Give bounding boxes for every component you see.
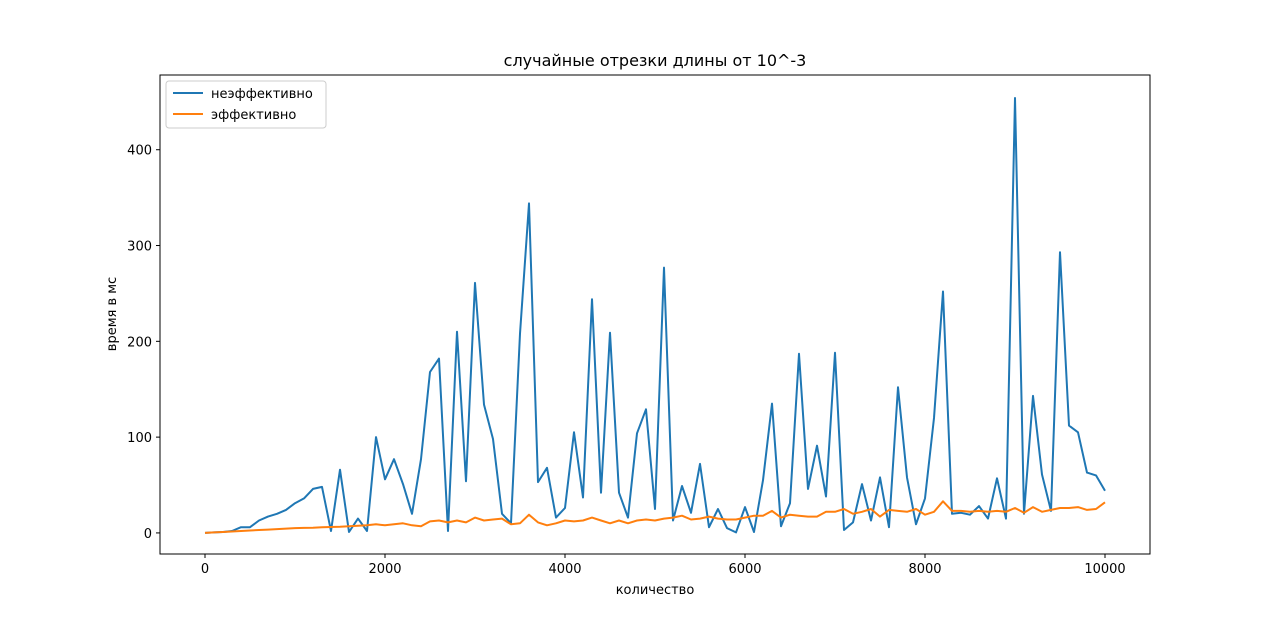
legend-label-inefficient: неэффективно: [211, 87, 313, 102]
y-axis: 0 100 200 300 400: [127, 144, 160, 542]
plot-area: [204, 97, 1106, 534]
series-line-efficient: [204, 500, 1106, 534]
x-axis: 0 2000 4000 6000 8000 10000: [201, 554, 1126, 577]
y-axis-label: время в мс: [105, 277, 120, 351]
y-tick-label: 100: [127, 431, 152, 446]
legend: неэффективно эффективно: [165, 80, 327, 129]
x-tick-label: 2000: [368, 562, 401, 577]
x-axis-label: количество: [616, 583, 695, 598]
y-tick-label: 200: [127, 335, 152, 350]
x-tick-label: 10000: [1084, 562, 1125, 577]
legend-box: [165, 80, 327, 129]
y-tick-label: 300: [127, 240, 152, 255]
x-tick-label: 4000: [548, 562, 581, 577]
x-tick-label: 8000: [908, 562, 941, 577]
x-tick-label: 0: [201, 562, 209, 577]
x-tick-label: 6000: [728, 562, 761, 577]
axes-frame: [159, 74, 1151, 555]
y-tick-label: 400: [127, 144, 152, 159]
chart-title: случайные отрезки длины от 10^-3: [504, 51, 807, 70]
legend-label-efficient: эффективно: [211, 108, 296, 123]
y-tick-label: 0: [144, 527, 152, 542]
series-line-inefficient: [204, 97, 1106, 534]
